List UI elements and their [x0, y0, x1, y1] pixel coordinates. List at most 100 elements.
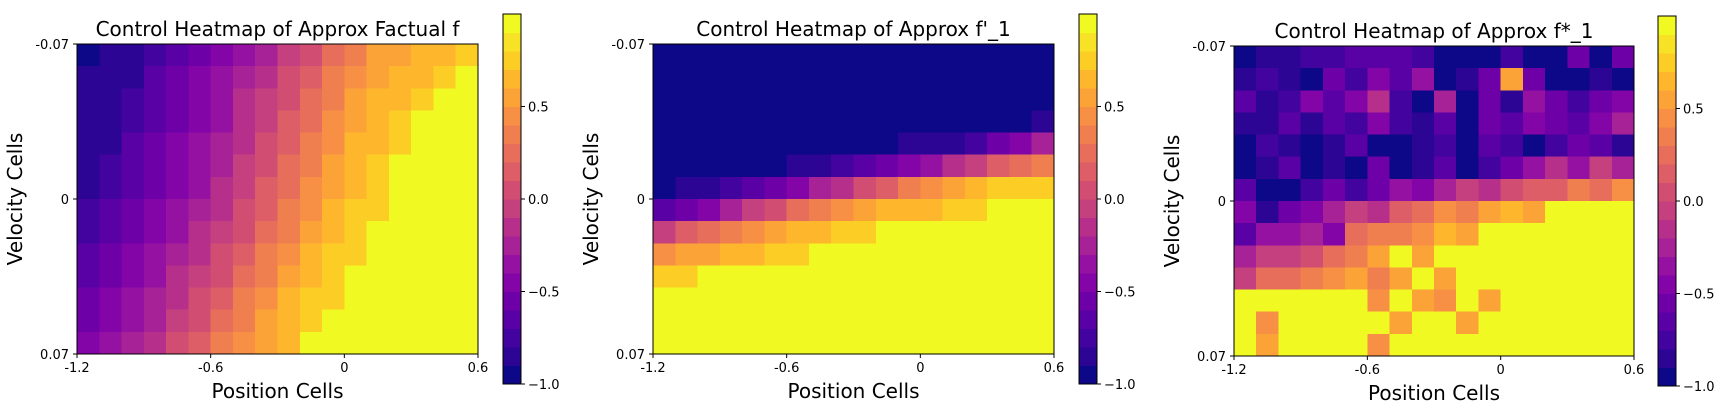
heatmap-cell [1367, 90, 1391, 114]
heatmap-cell [1278, 134, 1302, 158]
colorbar-segment [1079, 291, 1097, 311]
heatmap-cell [786, 154, 810, 178]
heatmap-cell [920, 132, 944, 156]
heatmap-cell [1456, 178, 1480, 202]
heatmap-cell [322, 110, 345, 134]
heatmap-cell [1300, 90, 1324, 114]
heatmap-cell [920, 243, 944, 267]
heatmap-cell [1389, 90, 1413, 114]
heatmap-cell [1389, 112, 1413, 136]
heatmap-cell [742, 309, 765, 333]
heatmap-cell [1434, 333, 1457, 357]
heatmap-cell [255, 199, 279, 222]
heatmap-cell [77, 287, 100, 311]
heatmap-cell [166, 66, 189, 89]
heatmap-cell [764, 287, 788, 311]
heatmap-cell [1611, 90, 1635, 114]
heatmap-cell [166, 154, 189, 178]
x-axis-label: Position Cells [1368, 381, 1500, 405]
heatmap-cell [920, 154, 944, 178]
heatmap-cell [1300, 223, 1324, 246]
y-tick-label: 0 [61, 193, 69, 208]
heatmap-cell [853, 110, 877, 134]
heatmap-cell [1256, 156, 1280, 180]
heatmap-cell [1031, 265, 1055, 289]
colorbar-segment [1658, 16, 1676, 36]
heatmap-cell [719, 243, 743, 267]
heatmap-cell [1234, 245, 1257, 269]
heatmap-cell [675, 265, 699, 289]
heatmap-cell [1389, 46, 1413, 69]
heatmap-cell [1500, 333, 1524, 357]
heatmap-cell [455, 287, 479, 311]
heatmap-cell [1322, 245, 1346, 269]
heatmap-cell [166, 243, 189, 267]
heatmap-cell [188, 265, 212, 289]
heatmap-cell [411, 221, 435, 244]
colorbar-segment [503, 32, 521, 52]
heatmap-cell [964, 132, 988, 156]
chart-title: Control Heatmap of Approx f*_1 [1275, 19, 1594, 43]
heatmap-cell [77, 331, 100, 355]
heatmap-cell [388, 66, 412, 89]
heatmap-cell [1367, 134, 1391, 158]
colorbar-tick-label: −0.5 [1683, 288, 1715, 303]
heatmap-cell [277, 88, 301, 112]
y-tick-label: 0.07 [1197, 350, 1226, 365]
heatmap-cell [1434, 223, 1457, 246]
heatmap-cell [898, 309, 921, 333]
heatmap-cell [808, 287, 832, 311]
heatmap-cell [99, 154, 123, 178]
heatmap-cell [853, 265, 877, 289]
heatmap-cell [786, 243, 810, 267]
heatmap-cell [697, 154, 721, 178]
heatmap-cell [143, 154, 167, 178]
heatmap-cell [121, 176, 145, 200]
heatmap-cell [1589, 46, 1613, 69]
heatmap-cell [1367, 311, 1391, 335]
heatmap-cell [1345, 90, 1368, 114]
heatmap-cell [1456, 112, 1480, 136]
heatmap-cell [853, 331, 877, 355]
heatmap-cell [411, 88, 435, 112]
heatmap-cell [697, 331, 721, 355]
heatmap-cell [1234, 68, 1257, 91]
heatmap-cell [143, 287, 167, 311]
colorbar-segment [1079, 143, 1097, 163]
heatmap-cell [831, 309, 855, 333]
heatmap-cell [188, 154, 212, 178]
heatmap-cell [697, 265, 721, 289]
heatmap-cell [1522, 201, 1546, 224]
heatmap-cell [964, 154, 988, 178]
heatmap-cell [1367, 178, 1391, 202]
heatmap-cell [388, 110, 412, 134]
heatmap-cell [1411, 178, 1435, 202]
heatmap-cell [210, 176, 234, 200]
heatmap-cell [1500, 201, 1524, 224]
colorbar-segment [503, 254, 521, 274]
heatmap-cell [675, 287, 699, 311]
heatmap-cell [1411, 134, 1435, 158]
colorbar-segment [1658, 53, 1676, 73]
heatmap-cell [166, 331, 189, 355]
heatmap-cell [188, 199, 212, 222]
heatmap-cell [1478, 311, 1502, 335]
heatmap-cell [808, 88, 832, 112]
heatmap-cell [853, 176, 877, 200]
heatmap-cell [388, 199, 412, 222]
heatmap-cell [920, 309, 944, 333]
heatmap-cell [1434, 156, 1457, 180]
heatmap-cell [1522, 245, 1546, 269]
heatmap-cell [210, 221, 234, 244]
heatmap-cell [299, 66, 323, 89]
x-tick-label: 0.6 [468, 361, 489, 376]
heatmap-cell [366, 265, 390, 289]
heatmap-cell [166, 309, 189, 333]
heatmap-cell [1567, 223, 1591, 246]
heatmap-cell [166, 110, 189, 134]
y-tick-label: -0.07 [1192, 40, 1226, 55]
heatmap-cell [299, 265, 323, 289]
heatmap-cell [121, 66, 145, 89]
heatmap-cell [675, 154, 699, 178]
